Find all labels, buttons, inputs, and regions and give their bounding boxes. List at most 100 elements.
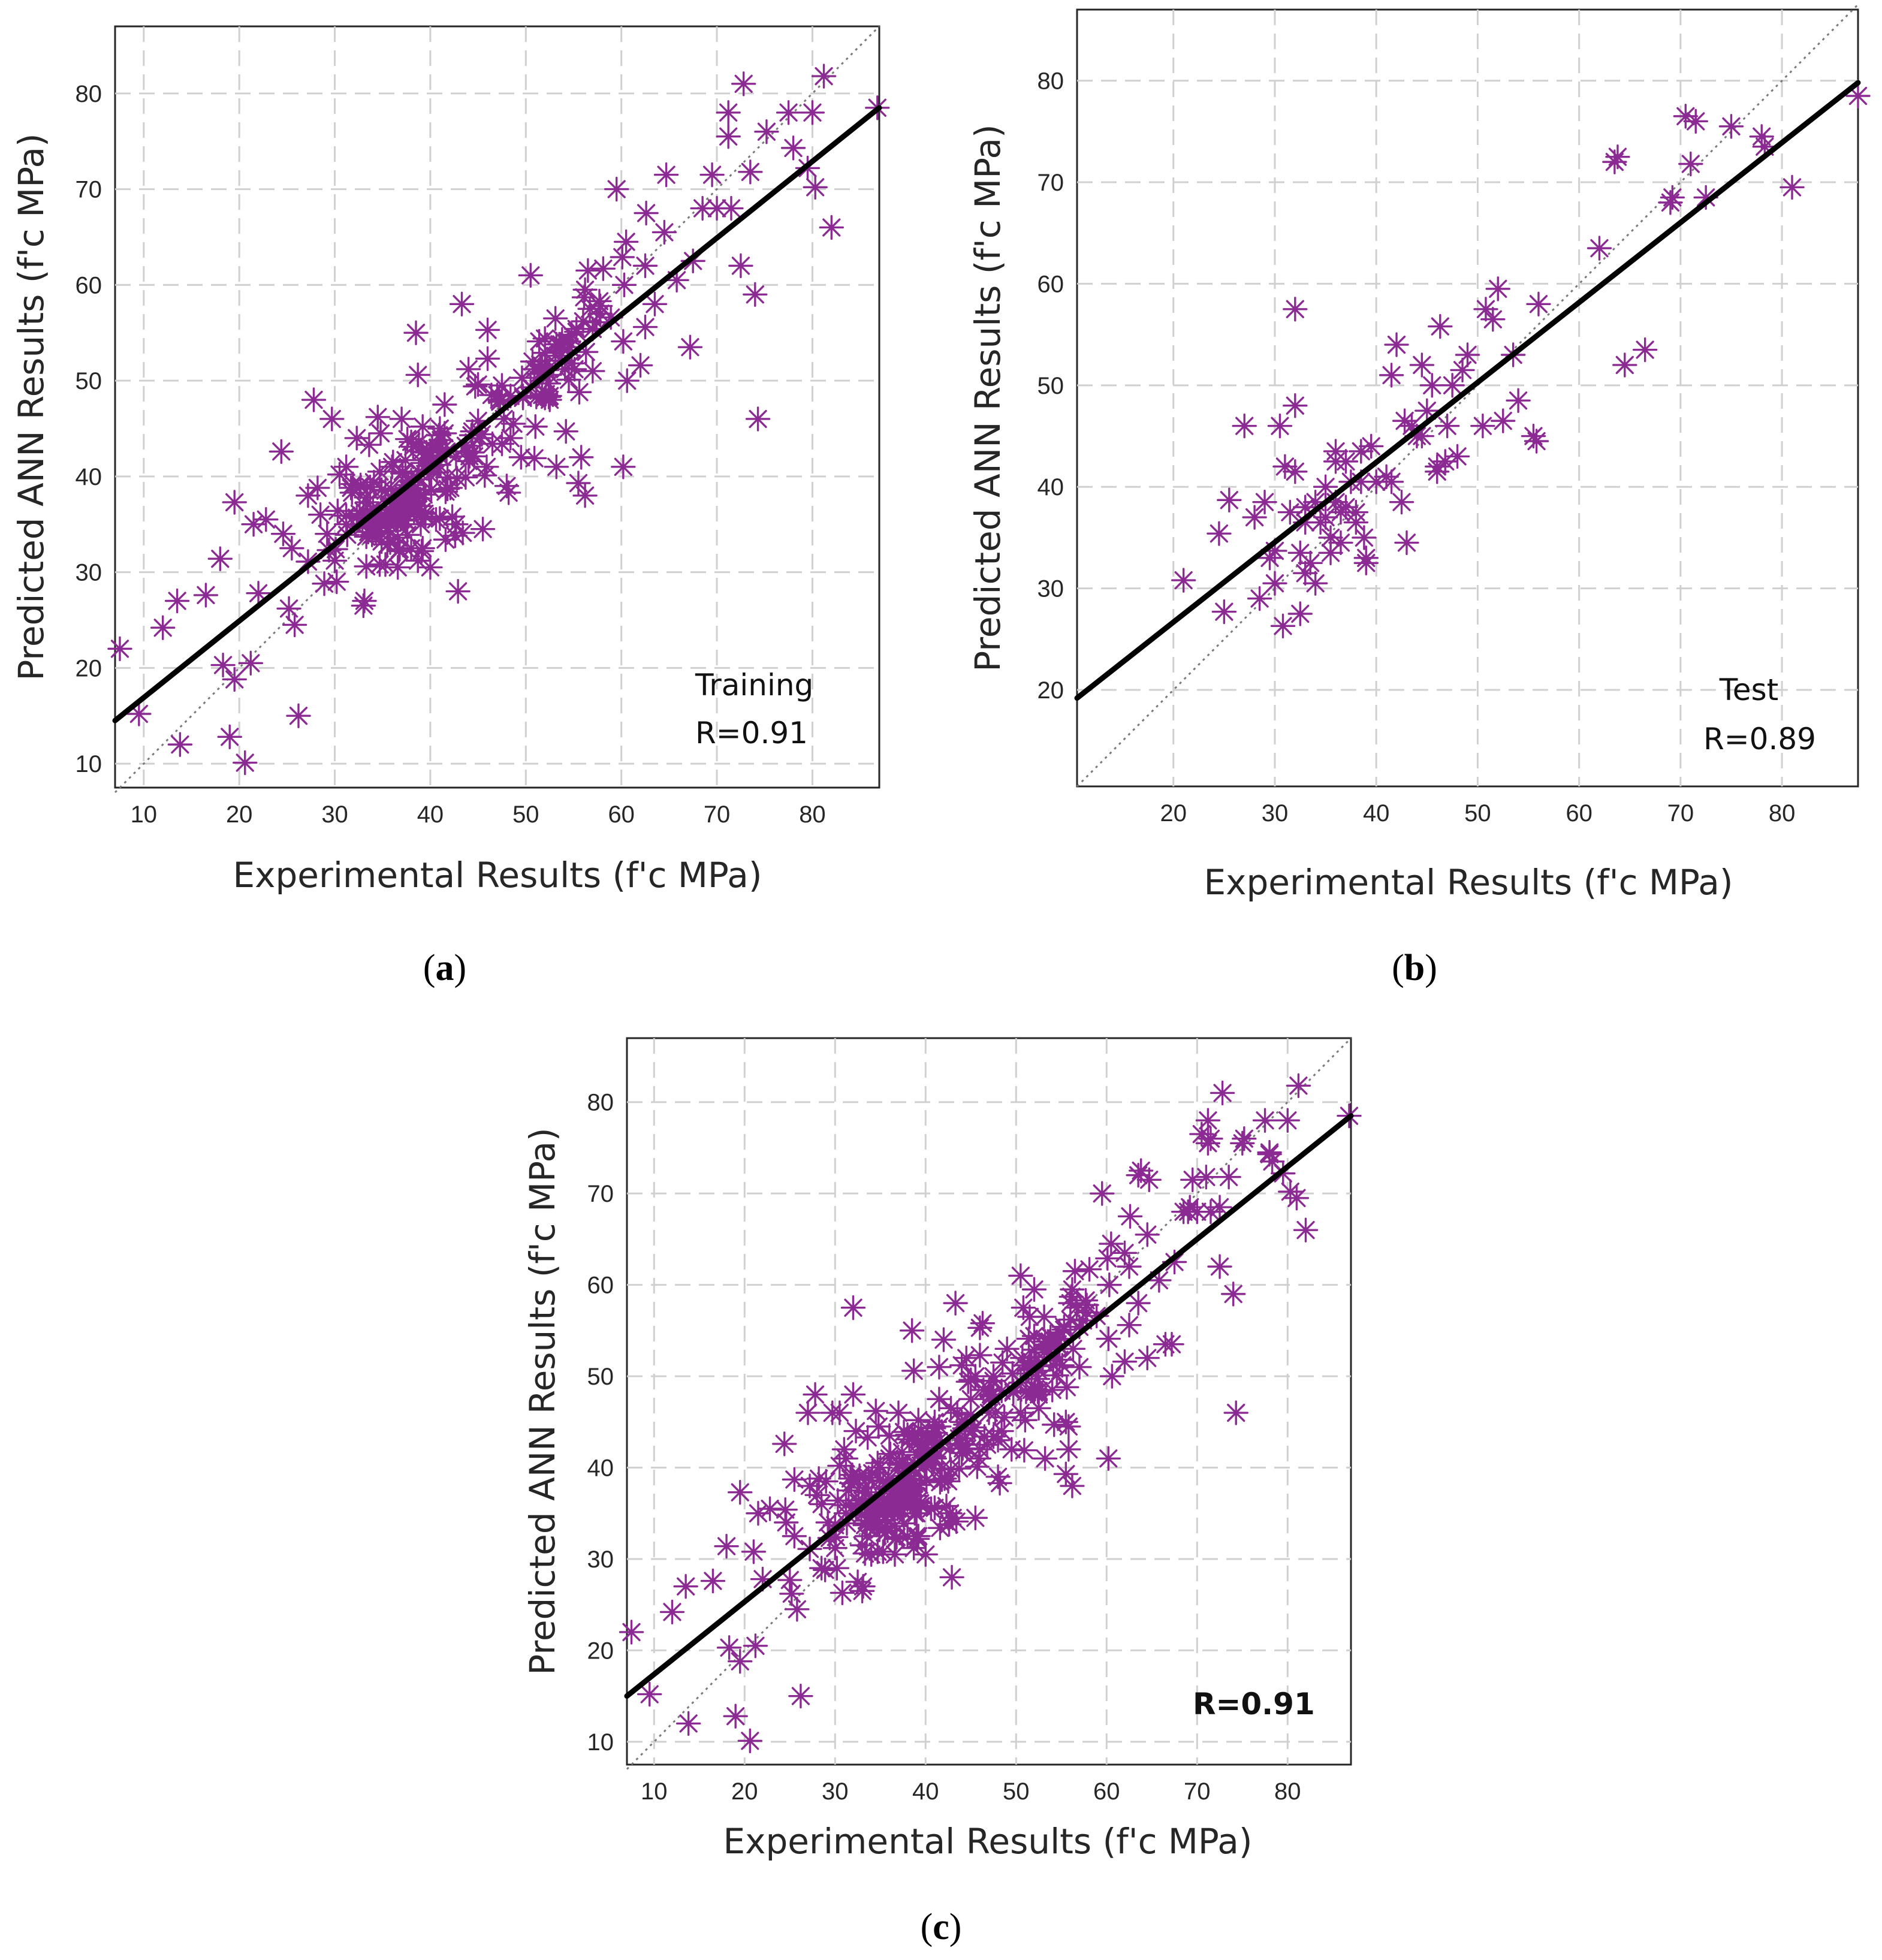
data-point <box>475 317 500 343</box>
data-point <box>373 552 398 577</box>
data-point <box>927 1355 952 1380</box>
data-point <box>1440 373 1465 398</box>
data-point <box>1612 352 1637 378</box>
data-point <box>840 1382 866 1407</box>
data-point <box>934 1493 959 1519</box>
data-point <box>1267 413 1293 439</box>
data-point <box>1343 499 1369 525</box>
data-point <box>700 1568 726 1594</box>
data-point <box>1207 1195 1232 1220</box>
data-point <box>1455 342 1480 367</box>
y-tick-label-30: 30 <box>76 560 102 586</box>
data-point <box>238 650 264 676</box>
data-point <box>1425 459 1450 484</box>
data-point <box>474 454 499 480</box>
data-point <box>858 1503 883 1529</box>
data-point <box>1480 307 1506 332</box>
data-point <box>301 387 327 412</box>
x-tick-label-50: 50 <box>512 801 539 828</box>
data-point <box>653 162 679 188</box>
data-point <box>743 282 768 307</box>
data-point <box>1302 571 1328 596</box>
x-tick-label-40: 40 <box>417 801 444 828</box>
data-point <box>1270 613 1296 639</box>
y-tick-label-70: 70 <box>76 177 102 203</box>
x-tick-label-30: 30 <box>1262 800 1289 827</box>
data-point <box>269 439 294 464</box>
data-point <box>305 475 330 500</box>
data-point <box>870 1539 896 1564</box>
data-point <box>526 328 552 354</box>
data-point <box>673 1574 698 1599</box>
x-tick-label-80: 80 <box>1769 800 1796 827</box>
data-point <box>553 419 578 444</box>
data-point <box>994 1336 1020 1362</box>
data-point <box>1384 332 1409 357</box>
data-point <box>1287 540 1313 566</box>
data-point <box>677 334 703 360</box>
data-point <box>1198 1126 1223 1151</box>
panel-c-annotation-r-value: R=0.91 <box>1193 1687 1315 1721</box>
y-tick-label-40: 40 <box>76 464 102 490</box>
data-point <box>572 483 598 508</box>
data-point <box>604 176 629 202</box>
panel-a-grid <box>115 26 879 788</box>
data-point <box>270 521 296 547</box>
data-point <box>812 1557 838 1582</box>
data-point <box>295 483 321 508</box>
y-tick-label-20: 20 <box>1037 677 1064 704</box>
data-point <box>418 554 443 580</box>
x-tick-label-60: 60 <box>1566 800 1593 827</box>
data-point <box>716 100 741 125</box>
data-point <box>737 1728 763 1754</box>
data-point <box>773 1497 798 1522</box>
panel-c-grid <box>627 1038 1351 1765</box>
data-point <box>1284 1186 1310 1211</box>
x-tick-label-20: 20 <box>226 801 253 828</box>
data-point <box>1232 1126 1257 1151</box>
data-point <box>611 272 637 298</box>
data-point <box>1749 124 1774 149</box>
data-point <box>569 445 594 470</box>
data-point <box>719 195 744 221</box>
data-point <box>498 426 523 451</box>
data-point <box>728 1649 753 1674</box>
data-point <box>1252 1108 1278 1133</box>
data-point <box>496 480 521 505</box>
data-point <box>913 1542 939 1567</box>
data-point <box>453 465 478 490</box>
x-tick-label-60: 60 <box>608 801 635 828</box>
data-point <box>838 1466 863 1491</box>
data-point <box>276 596 301 621</box>
data-point <box>475 346 500 372</box>
y-tick-label-10: 10 <box>587 1729 614 1756</box>
data-point <box>772 1431 797 1457</box>
data-point <box>1379 469 1404 494</box>
data-point <box>1313 505 1338 530</box>
data-point <box>1021 1277 1047 1302</box>
data-point <box>550 327 575 352</box>
data-point <box>338 475 364 500</box>
data-point <box>456 357 481 382</box>
data-point <box>544 454 569 480</box>
data-point <box>989 1418 1014 1444</box>
data-point <box>1074 1292 1099 1317</box>
data-point <box>852 1541 877 1566</box>
data-point <box>333 454 359 480</box>
data-point <box>312 571 337 596</box>
data-point <box>809 1555 834 1581</box>
data-point <box>1257 545 1283 571</box>
data-point <box>409 538 435 564</box>
data-point <box>1287 601 1313 626</box>
data-point <box>1333 449 1359 474</box>
y-tick-label-30: 30 <box>587 1546 614 1573</box>
data-point <box>1017 1304 1042 1329</box>
data-point <box>867 1468 892 1493</box>
data-point <box>1428 313 1453 339</box>
data-point <box>958 1367 984 1392</box>
data-point <box>659 1599 685 1625</box>
data-point <box>1216 1165 1241 1190</box>
data-point <box>863 1398 888 1424</box>
data-point <box>1099 1231 1124 1256</box>
data-point <box>1008 1400 1033 1425</box>
